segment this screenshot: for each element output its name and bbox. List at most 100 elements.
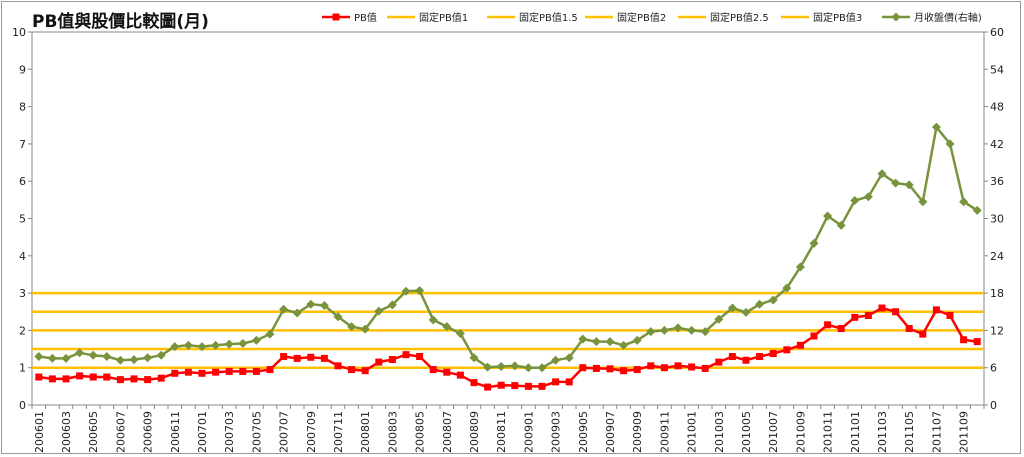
pb-point xyxy=(796,341,804,349)
pb-point xyxy=(293,354,301,362)
x-tick-label: 200801 xyxy=(359,411,372,453)
pb-point xyxy=(946,311,954,319)
y-right-tick-label: 36 xyxy=(990,175,1004,188)
price-point xyxy=(319,301,329,311)
x-tick-label: 200903 xyxy=(550,411,563,453)
price-point xyxy=(795,262,805,272)
pb-point xyxy=(810,332,818,340)
pb-point xyxy=(973,338,981,346)
pb-point xyxy=(824,321,832,329)
price-point xyxy=(727,303,737,313)
pb-point xyxy=(783,346,791,354)
x-tick-label: 200907 xyxy=(604,411,617,453)
pb-point xyxy=(620,367,628,375)
price-point xyxy=(115,355,125,365)
price-point xyxy=(401,286,411,296)
pb-point xyxy=(48,375,56,383)
x-tick-label: 200605 xyxy=(87,411,100,453)
pb-point xyxy=(484,383,492,391)
pb-point xyxy=(552,378,560,386)
pb-point xyxy=(456,371,464,379)
pb-point xyxy=(212,368,220,376)
price-point xyxy=(238,338,248,348)
pb-point xyxy=(225,367,233,375)
pb-point xyxy=(511,382,519,390)
legend-label: 固定PB值3 xyxy=(813,11,862,24)
price-point xyxy=(863,192,873,202)
price-point xyxy=(523,363,533,373)
pb-point xyxy=(932,306,940,314)
x-tick-label: 200603 xyxy=(60,411,73,453)
price-point xyxy=(959,197,969,207)
price-point xyxy=(755,299,765,309)
pb-point xyxy=(348,366,356,374)
pb-point xyxy=(742,356,750,364)
y-left-tick-label: 2 xyxy=(19,324,26,337)
pb-point xyxy=(728,353,736,361)
pb-point xyxy=(171,369,179,377)
price-point xyxy=(659,325,669,335)
x-tick-label: 200811 xyxy=(495,411,508,453)
pb-point xyxy=(905,325,913,333)
pb-point xyxy=(960,336,968,344)
pb-point xyxy=(592,364,600,372)
price-point xyxy=(415,286,425,296)
y-right-tick-label: 48 xyxy=(990,101,1004,114)
price-point xyxy=(632,335,642,345)
price-point xyxy=(496,361,506,371)
pb-point xyxy=(402,351,410,359)
x-tick-label: 200705 xyxy=(250,411,263,453)
price-point xyxy=(143,353,153,363)
y-left-tick-label: 9 xyxy=(19,63,26,76)
x-tick-label: 201003 xyxy=(713,411,726,453)
price-point xyxy=(700,327,710,337)
price-point xyxy=(75,348,85,358)
x-tick-label: 200703 xyxy=(223,411,236,453)
price-point xyxy=(877,169,887,179)
y-left-tick-label: 0 xyxy=(19,399,26,412)
price-point xyxy=(156,350,166,360)
x-tick-label: 200809 xyxy=(468,411,481,453)
price-point xyxy=(102,352,112,362)
pb-point xyxy=(864,311,872,319)
y-right-tick-label: 60 xyxy=(990,26,1004,39)
pb-point xyxy=(701,364,709,372)
pb-point xyxy=(919,330,927,338)
legend-label: 固定PB值2 xyxy=(617,11,666,24)
x-tick-label: 200805 xyxy=(414,411,427,453)
pb-point xyxy=(239,367,247,375)
y-left-tick-label: 4 xyxy=(19,250,26,263)
pb-point xyxy=(524,382,532,390)
y-right-tick-label: 0 xyxy=(990,399,997,412)
y-left-tick-label: 5 xyxy=(19,213,26,226)
legend-label: 固定PB值1.5 xyxy=(519,11,578,24)
y-right-tick-label: 30 xyxy=(990,213,1004,226)
pb-point xyxy=(184,368,192,376)
price-point xyxy=(129,355,139,365)
price-point xyxy=(673,323,683,333)
pb-point xyxy=(837,325,845,333)
x-tick-label: 200601 xyxy=(33,411,46,453)
pb-point xyxy=(76,372,84,380)
pb-point xyxy=(497,381,505,389)
y-left-tick-label: 10 xyxy=(12,26,26,39)
pb-point xyxy=(416,353,424,361)
y-right-tick-label: 24 xyxy=(990,250,1004,263)
x-tick-label: 201107 xyxy=(930,411,943,453)
y-right-tick-label: 12 xyxy=(990,324,1004,337)
x-tick-label: 200909 xyxy=(631,411,644,453)
pb-point xyxy=(388,355,396,363)
price-point xyxy=(619,340,629,350)
x-tick-label: 200611 xyxy=(169,411,182,453)
x-tick-label: 200709 xyxy=(305,411,318,453)
price-point xyxy=(360,324,370,334)
price-point xyxy=(306,299,316,309)
y-right-tick-label: 54 xyxy=(990,63,1004,76)
price-point xyxy=(387,300,397,310)
x-tick-label: 200803 xyxy=(386,411,399,453)
pb-point xyxy=(266,366,274,374)
legend-marker-diamond xyxy=(891,12,901,22)
price-point xyxy=(891,178,901,188)
